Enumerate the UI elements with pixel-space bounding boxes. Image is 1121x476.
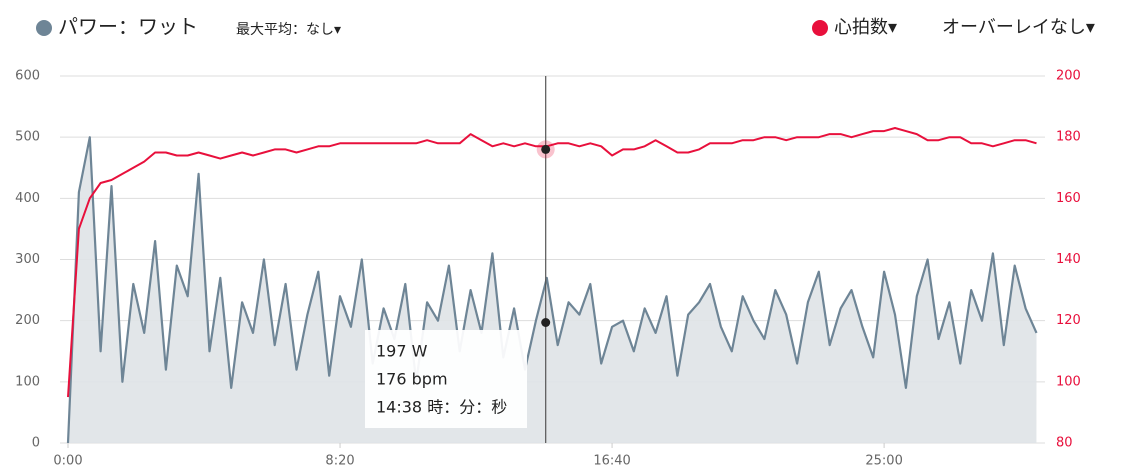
y-tick-label: 500 (15, 130, 40, 145)
tooltip-heart-rate: 176 bpm (376, 370, 448, 389)
x-tick-label: 16:40 (593, 454, 630, 469)
y-tick-label: 600 (15, 69, 40, 84)
legend-power[interactable]: パワー：ワット (58, 15, 198, 39)
legend-swatch (812, 20, 828, 36)
y2-tick-label: 180 (1056, 130, 1081, 145)
tooltip (365, 330, 527, 428)
y-tick-label: 300 (15, 252, 40, 267)
cursor-point (541, 144, 551, 154)
series-line (66, 136, 1038, 444)
max-average-select[interactable]: 最大平均：なし▾ (236, 22, 341, 38)
overlay-select[interactable]: オーバーレイなし▾ (942, 17, 1095, 38)
area (68, 137, 1037, 443)
y2-tick-label: 100 (1056, 374, 1081, 389)
y-tick-label: 100 (15, 374, 40, 389)
y2-tick-label: 200 (1056, 69, 1081, 84)
y2-tick-label: 80 (1056, 436, 1073, 451)
y2-tick-label: 160 (1056, 191, 1081, 206)
series-line (67, 127, 1037, 398)
legend-heart-rate[interactable]: 心拍数▾ (834, 17, 897, 38)
y-tick-label: 400 (15, 191, 40, 206)
tooltip-power: 197 W (376, 342, 428, 361)
x-tick-label: 0:00 (53, 454, 82, 469)
y2-tick-label: 140 (1056, 252, 1081, 267)
x-tick-label: 8:20 (325, 454, 354, 469)
legend-swatch (36, 20, 52, 36)
tooltip-time: 14:38 時：分：秒 (376, 398, 507, 417)
y-tick-label: 0 (32, 436, 40, 451)
cursor-point (541, 318, 551, 328)
x-tick-label: 25:00 (865, 454, 902, 469)
y-tick-label: 200 (15, 313, 40, 328)
y2-tick-label: 120 (1056, 313, 1081, 328)
